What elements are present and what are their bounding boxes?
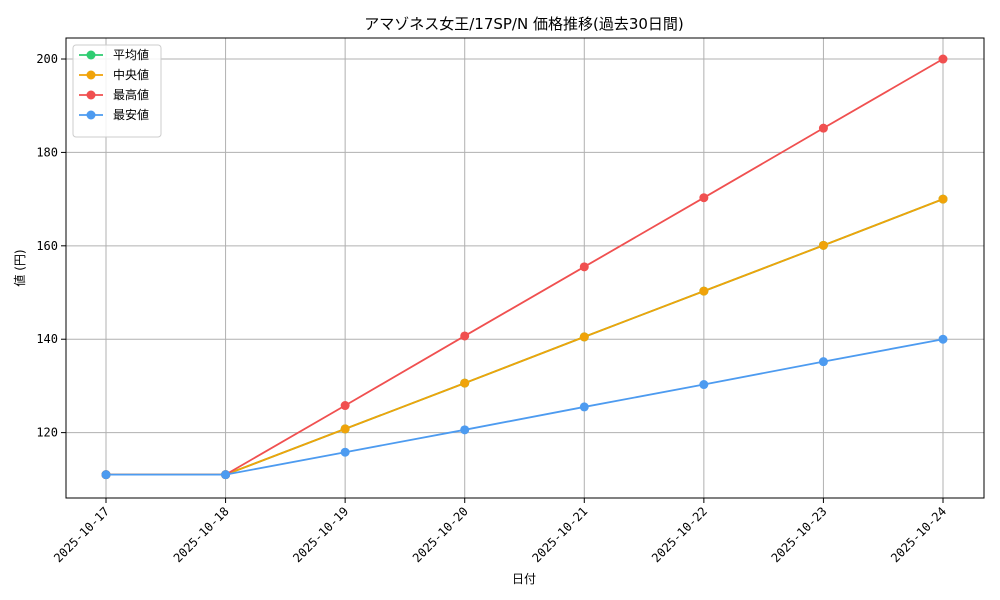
series-line [106, 338, 944, 476]
x-tick-label: 2025-10-20 [410, 504, 471, 565]
data-point [460, 378, 470, 388]
data-point [460, 425, 470, 435]
chart-title: アマゾネス女王/17SP/N 価格推移(過去30日間) [364, 15, 684, 33]
data-point [221, 470, 231, 480]
series-3 [101, 334, 948, 480]
x-tick-label: 2025-10-18 [171, 504, 232, 565]
data-point [579, 402, 589, 412]
data-point [938, 194, 948, 204]
series-line [106, 58, 944, 476]
legend-swatch-marker [86, 90, 96, 100]
series-0 [101, 194, 948, 480]
grid [66, 38, 984, 498]
series-line [106, 198, 944, 476]
data-point [818, 123, 828, 133]
series-1 [101, 194, 948, 480]
data-point [101, 470, 111, 480]
x-axis-label: 日付 [512, 572, 536, 586]
y-tick-label: 160 [36, 239, 58, 253]
x-tick-label: 2025-10-24 [888, 504, 949, 565]
legend-swatch-marker [86, 70, 96, 80]
series-line [106, 198, 944, 476]
data-point [699, 286, 709, 296]
data-point [818, 357, 828, 367]
x-axis-ticks: 2025-10-17 2025-10-18 2025-10-19 2025-10-20… [51, 498, 949, 565]
series-2 [101, 54, 948, 480]
x-tick-label: 2025-10-21 [529, 504, 590, 565]
legend-swatch-marker [86, 50, 96, 60]
y-tick-label: 120 [36, 426, 58, 440]
x-tick-label: 2025-10-22 [649, 504, 710, 565]
data-point [938, 334, 948, 344]
data-point [699, 193, 709, 203]
y-tick-label: 180 [36, 145, 58, 159]
data-point [699, 380, 709, 390]
legend-swatch-marker [86, 110, 96, 120]
data-point [340, 424, 350, 434]
data-point [818, 240, 828, 250]
y-tick-label: 140 [36, 332, 58, 346]
legend-label: 平均値 [113, 47, 149, 62]
x-tick-label: 2025-10-17 [51, 504, 112, 565]
data-point [340, 447, 350, 457]
data-point [579, 332, 589, 342]
y-axis-ticks: 120 140 160 180 200 [36, 52, 66, 440]
legend-label: 中央値 [113, 67, 149, 82]
data-point [579, 262, 589, 272]
plot-frame [65, 37, 985, 499]
x-tick-label: 2025-10-19 [290, 504, 351, 565]
x-tick-label: 2025-10-23 [769, 504, 830, 565]
data-point [460, 331, 470, 341]
data-point [938, 54, 948, 64]
data-point [340, 401, 350, 411]
y-tick-label: 200 [36, 52, 58, 66]
y-axis-label: 値 (円) [12, 249, 27, 286]
legend-label: 最安値 [113, 107, 149, 122]
series-layer [101, 54, 948, 480]
legend-label: 最高値 [113, 87, 149, 102]
